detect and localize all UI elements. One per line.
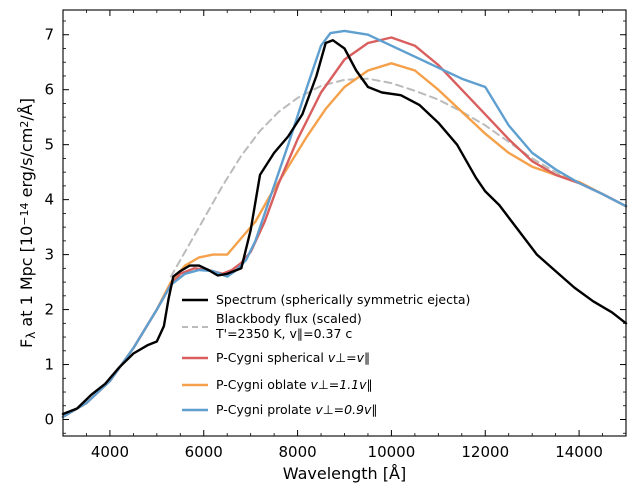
- plot-frame: [62, 9, 627, 437]
- y-tick-label: 6: [44, 81, 54, 99]
- y-tick-label: 1: [44, 356, 54, 374]
- y-tick-label: 0: [44, 411, 54, 429]
- y-tick-label: 7: [44, 26, 54, 44]
- y-tick-label: 3: [44, 246, 54, 264]
- x-tick-label: 4000: [91, 443, 129, 461]
- legend-label: Blackbody flux (scaled): [216, 311, 362, 326]
- series-line-0: [61, 39, 628, 416]
- legend: Spectrum (spherically symmetric ejecta) B…: [182, 292, 470, 417]
- x-tick-label: 14000: [555, 443, 603, 461]
- series-layer: [61, 29, 628, 418]
- series-line-1: [169, 77, 581, 278]
- legend-label: P-Cygni spherical v⊥=v∥: [216, 350, 370, 365]
- legend-label-line2: T'=2350 K, v∥=0.37 c: [215, 326, 352, 341]
- ticks-layer: 4000 6000 8000 10000 12000 14000 0 1 2 3 4 5 6 7: [44, 10, 627, 461]
- y-axis-label: Fλ at 1 Mpc [10−14 erg/s/cm2/Å]: [17, 98, 38, 348]
- legend-label: P-Cygni prolate v⊥=0.9v∥: [216, 402, 378, 417]
- y-tick-label: 4: [44, 191, 54, 209]
- x-tick-label: 6000: [185, 443, 223, 461]
- y-tick-label: 2: [44, 301, 54, 319]
- x-axis-label: Wavelength [Å]: [283, 464, 406, 483]
- x-tick-label: 12000: [461, 443, 509, 461]
- y-tick-label: 5: [44, 136, 54, 154]
- legend-label: P-Cygni oblate v⊥=1.1v∥: [216, 377, 373, 392]
- x-tick-label: 10000: [368, 443, 416, 461]
- legend-label: Spectrum (spherically symmetric ejecta): [216, 292, 470, 307]
- x-tick-label: 8000: [278, 443, 316, 461]
